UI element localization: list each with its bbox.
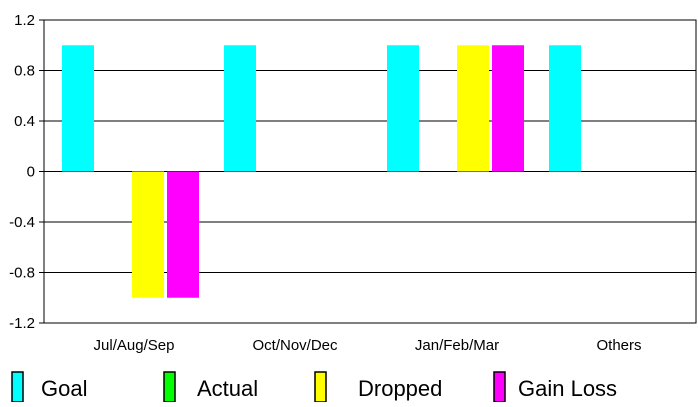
bar-goal [549, 45, 581, 172]
y-tick-label: 0.8 [14, 63, 35, 80]
x-tick-label: Jan/Feb/Mar [415, 337, 499, 354]
x-tick-label: Jul/Aug/Sep [94, 337, 175, 354]
legend-swatch [11, 371, 24, 403]
y-tick-label: -0.8 [9, 265, 35, 282]
legend-swatch [493, 371, 506, 403]
legend-label: Actual [197, 376, 258, 401]
bar-gain-loss [492, 45, 524, 172]
y-tick-label: -1.2 [9, 315, 35, 332]
legend: Goal Actual Dropped Gain Loss [11, 371, 617, 403]
bar-goal [387, 45, 419, 172]
legend-label: Goal [41, 376, 87, 401]
x-axis: Jul/Aug/Sep Oct/Nov/Dec Jan/Feb/Mar Others [94, 337, 642, 354]
bar-goal [62, 45, 94, 172]
bar-goal [224, 45, 256, 172]
y-tick-label: 0 [27, 164, 35, 181]
y-tick-label: 1.2 [14, 12, 35, 29]
legend-label: Gain Loss [518, 376, 617, 401]
y-axis: 1.2 0.8 0.4 0 -0.4 -0.8 -1.2 [9, 12, 44, 332]
legend-swatch [314, 371, 327, 403]
legend-label: Dropped [358, 376, 442, 401]
bar-dropped [457, 45, 489, 172]
bars-layer [62, 45, 581, 298]
legend-swatch [163, 371, 176, 403]
y-tick-label: -0.4 [9, 214, 35, 231]
bar-dropped [132, 171, 164, 298]
y-tick-label: 0.4 [14, 113, 35, 130]
bar-gain-loss [167, 171, 199, 298]
x-tick-label: Oct/Nov/Dec [252, 337, 338, 354]
x-tick-label: Others [596, 337, 641, 354]
